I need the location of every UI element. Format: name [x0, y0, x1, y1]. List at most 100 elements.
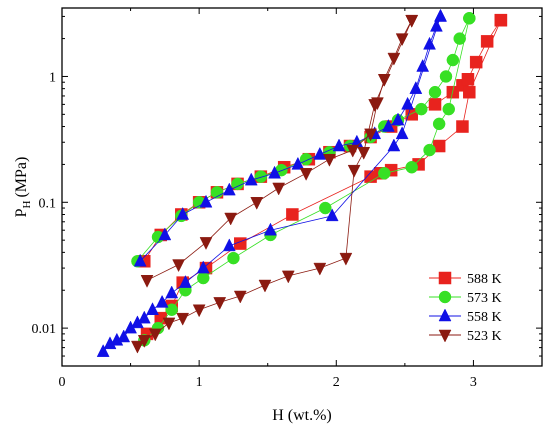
absorption-point	[291, 156, 305, 170]
desorption-point	[347, 164, 361, 178]
desorption-point	[395, 126, 409, 140]
absorption-point	[364, 128, 377, 142]
series-523-K	[131, 14, 419, 354]
absorption-point	[480, 35, 494, 48]
absorption-point	[428, 85, 442, 99]
x-tick-label: 1	[196, 375, 203, 390]
x-axis-title: H (wt.%)	[272, 407, 332, 424]
absorption-point	[428, 98, 442, 111]
desorption-point	[233, 290, 247, 304]
desorption-point	[124, 320, 137, 334]
absorption-point	[250, 197, 264, 210]
y-axis-title-unit: (MPa)	[13, 157, 30, 198]
desorption-point	[442, 102, 455, 116]
absorption-point	[461, 73, 475, 86]
x-tick-label: 3	[470, 375, 477, 390]
x-tick-label: 2	[333, 375, 340, 390]
absorption-point	[176, 206, 190, 220]
desorption-point	[405, 160, 418, 174]
desorption-point	[197, 271, 210, 285]
absorption-point	[158, 227, 172, 241]
desorption-point	[103, 336, 117, 350]
legend-marker	[438, 271, 452, 285]
absorption-point	[387, 52, 401, 66]
legend-entry: 588 K	[429, 271, 502, 287]
absorption-point	[224, 212, 238, 226]
desorption-point	[434, 8, 447, 22]
y-tick-label: 0.01	[32, 322, 57, 337]
desorption-point	[286, 208, 299, 221]
absorption-point	[323, 153, 336, 167]
desorption-line	[146, 20, 502, 335]
legend-label: 523 K	[467, 329, 502, 344]
desorption-point	[165, 285, 179, 299]
legend-label: 558 K	[467, 310, 502, 325]
absorption-point	[272, 182, 286, 196]
desorption-point	[176, 312, 190, 326]
absorption-point	[299, 152, 313, 166]
absorption-line	[143, 19, 502, 262]
desorption-point	[387, 138, 401, 152]
absorption-point	[401, 96, 415, 110]
desorption-point	[162, 317, 176, 331]
absorption-point	[423, 36, 436, 50]
desorption-point	[131, 315, 144, 329]
absorption-point	[446, 53, 460, 67]
x-tick-label: 0	[59, 375, 66, 390]
desorption-point	[423, 143, 436, 157]
legend-entry: 558 K	[429, 308, 502, 325]
legend-entry: 523 K	[429, 329, 502, 344]
desorption-point	[110, 332, 124, 346]
absorption-point	[222, 182, 236, 196]
desorption-point	[258, 279, 272, 293]
desorption-point	[405, 14, 419, 28]
absorption-point	[395, 33, 409, 47]
absorption-point	[469, 55, 483, 69]
absorption-point	[439, 70, 453, 83]
axis-layer: 0 1 2 3 0.01 0.1 1	[32, 8, 542, 390]
legend-marker	[438, 308, 452, 322]
absorption-point	[244, 172, 258, 186]
desorption-point	[325, 208, 339, 222]
legend-label: 588 K	[467, 272, 502, 287]
absorption-point	[391, 112, 405, 126]
absorption-point	[453, 32, 466, 45]
desorption-point	[264, 222, 277, 236]
desorption-point	[456, 120, 469, 133]
desorption-point	[357, 146, 371, 160]
desorption-point	[281, 270, 295, 284]
legend-marker	[438, 290, 452, 304]
desorption-point	[227, 251, 240, 265]
desorption-point	[117, 329, 131, 343]
desorption-point	[192, 304, 206, 318]
y-tick-label: 0.1	[39, 196, 57, 211]
absorption-point	[377, 74, 391, 87]
y-tick-label: 1	[49, 70, 56, 85]
y-axis-title: PH (MPa)	[13, 157, 33, 218]
absorption-point	[299, 168, 313, 181]
desorption-point	[155, 294, 169, 308]
desorption-point	[148, 328, 162, 342]
absorption-point	[429, 18, 443, 32]
desorption-point	[494, 13, 508, 27]
series-layer	[96, 8, 508, 357]
absorption-point	[268, 165, 281, 179]
desorption-point	[146, 302, 159, 315]
desorption-point	[131, 340, 144, 354]
desorption-point	[313, 262, 327, 276]
absorption-point	[199, 237, 213, 250]
y-axis-title-sub: H	[21, 200, 33, 208]
legend-marker	[438, 329, 452, 343]
desorption-point	[378, 167, 391, 180]
absorption-point	[172, 259, 185, 273]
absorption-point	[332, 138, 346, 152]
absorption-point	[381, 118, 395, 132]
desorption-point	[222, 238, 236, 252]
legend: 588 K 573 K 558 K 523 K	[429, 271, 502, 344]
absorption-line	[137, 18, 470, 262]
absorption-point	[346, 144, 360, 158]
desorption-point	[213, 297, 227, 310]
absorption-point	[415, 102, 428, 116]
legend-label: 573 K	[467, 291, 502, 306]
